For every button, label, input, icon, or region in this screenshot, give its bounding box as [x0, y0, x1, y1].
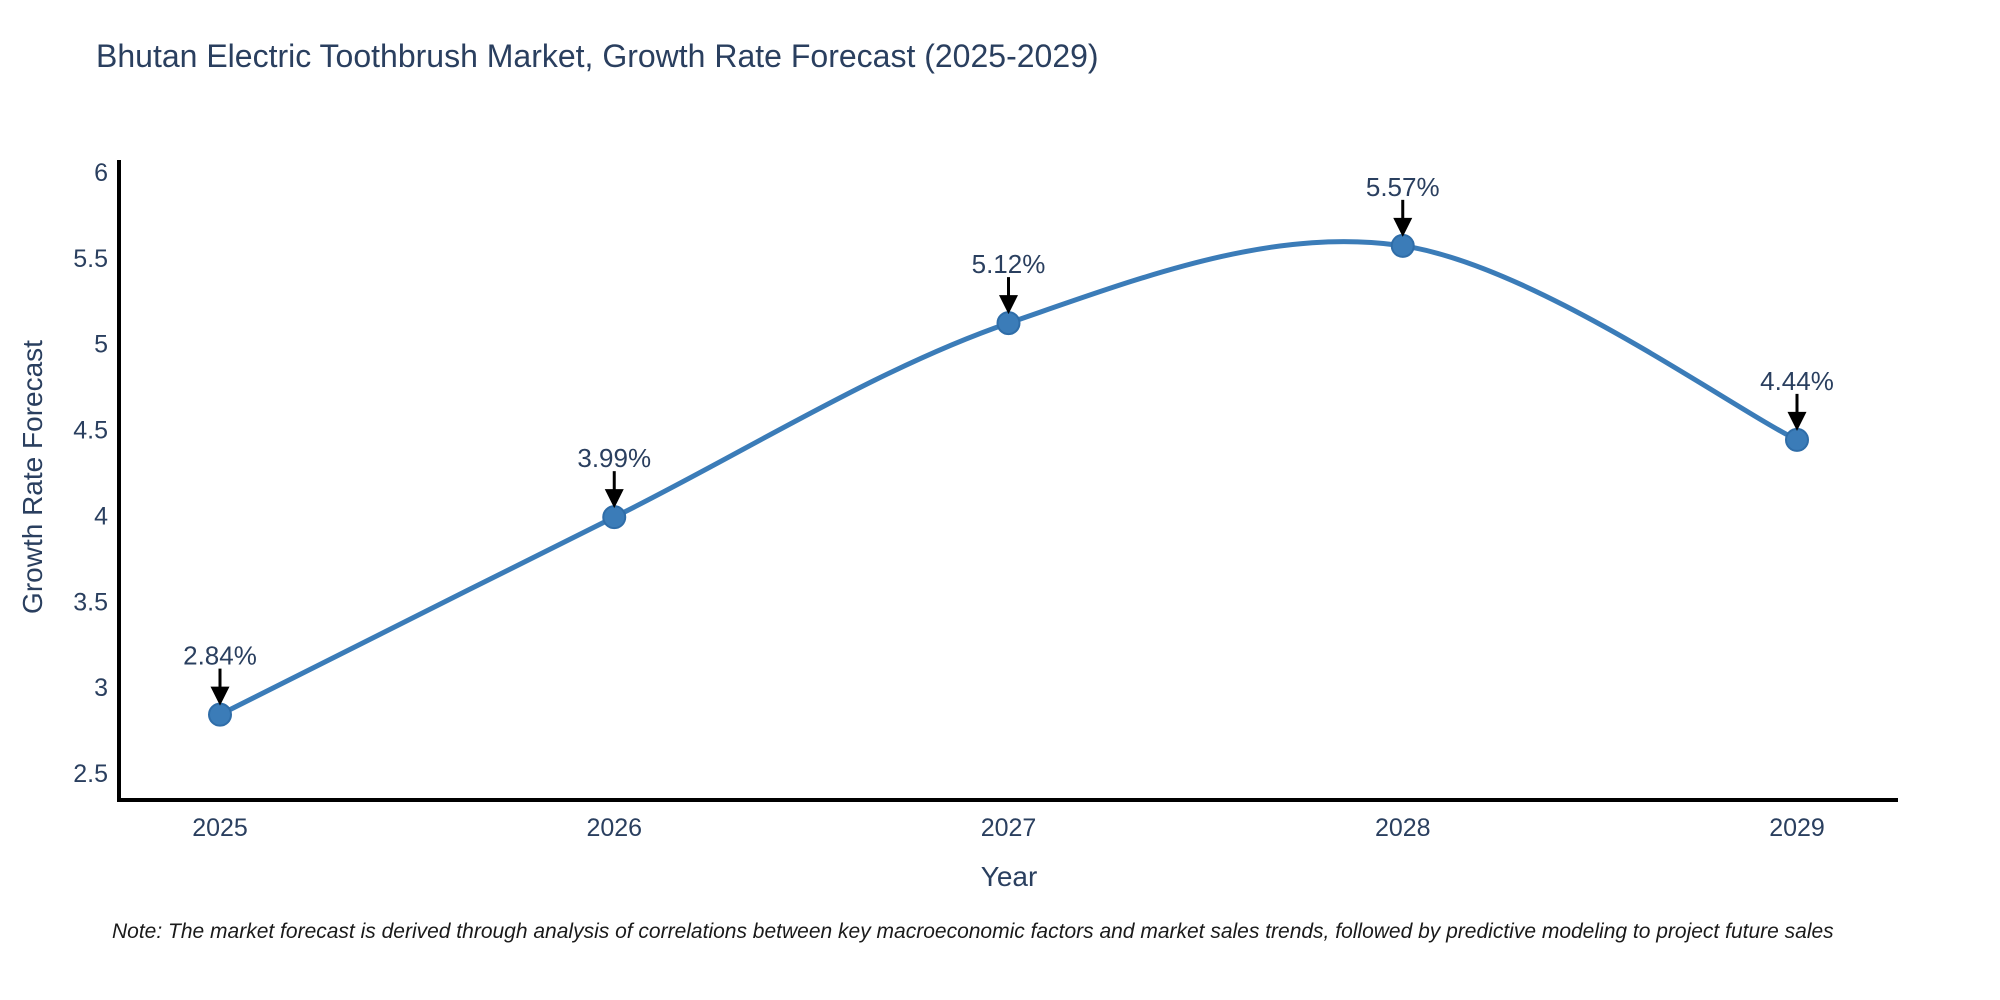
y-tick-label: 6: [94, 159, 108, 187]
footnote: Note: The market forecast is derived thr…: [112, 920, 1834, 943]
point-annotation-label: 4.44%: [1760, 366, 1834, 396]
chart-title: Bhutan Electric Toothbrush Market, Growt…: [96, 38, 1099, 74]
data-point-marker: [602, 505, 627, 530]
y-tick-label: 4.5: [73, 417, 108, 445]
data-point-marker: [1785, 427, 1809, 452]
point-annotation-label: 5.57%: [1366, 172, 1440, 202]
annotation-arrowhead: [1787, 411, 1807, 431]
x-tick-label: 2028: [1375, 814, 1431, 842]
y-tick-label: 3: [94, 674, 108, 702]
point-annotation-label: 2.84%: [183, 641, 257, 671]
annotation-arrowhead: [1393, 217, 1413, 237]
point-annotation-label: 3.99%: [577, 443, 651, 473]
data-point-marker: [996, 311, 1021, 336]
y-tick-label: 4: [94, 502, 108, 530]
x-tick-label: 2029: [1769, 814, 1825, 842]
x-tick-label: 2025: [192, 814, 248, 842]
x-tick-label: 2026: [586, 814, 642, 842]
x-axis-title: Year: [980, 861, 1038, 892]
annotation-arrowhead: [999, 295, 1018, 315]
data-point-marker: [208, 702, 232, 727]
point-annotation-label: 5.12%: [972, 249, 1046, 279]
y-tick-label: 5: [94, 331, 108, 359]
y-axis-title: Growth Rate Forecast: [17, 340, 48, 614]
annotation-arrowhead: [604, 489, 624, 509]
x-tick-label: 2027: [981, 814, 1037, 842]
data-point-marker: [1390, 233, 1415, 258]
annotation-arrowhead: [210, 686, 230, 706]
y-tick-label: 3.5: [73, 588, 108, 616]
y-tick-label: 5.5: [73, 245, 108, 273]
y-tick-label: 2.5: [73, 760, 108, 788]
